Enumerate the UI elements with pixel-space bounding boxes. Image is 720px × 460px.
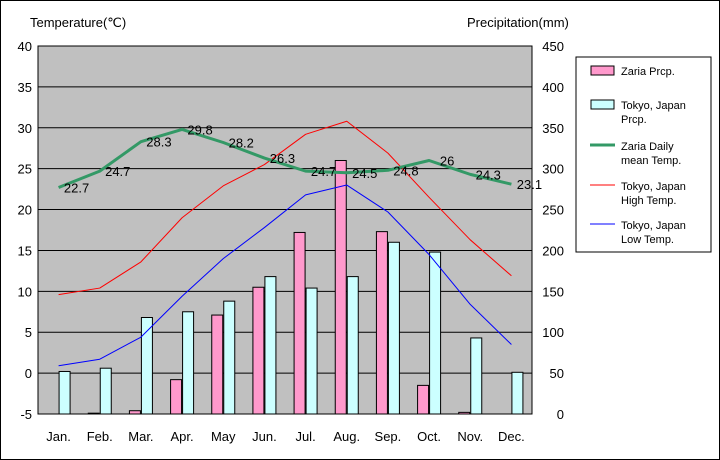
bar-tokyo-prcp (99, 367, 112, 415)
legend-label: Tokyo, Japan (621, 100, 686, 112)
legend: Zaria Prcp. Tokyo, Japan Prcp. Zaria Daily m… (575, 56, 712, 253)
plot-area (37, 45, 533, 415)
bar-zaria-prcp (252, 286, 265, 415)
data-labels-group: 22.7 24.7 28.3 29.8 28.2 26.3 24.7 24.5 24.8 26 24… (64, 122, 542, 195)
bar-tokyo-prcp (346, 276, 359, 415)
legend-label: High Temp. (621, 195, 676, 207)
x-category-label: Jul. (295, 429, 315, 444)
left-tick-label: 25 (18, 162, 32, 177)
legend-label: Tokyo, Japan (621, 181, 686, 193)
legend-label: Tokyo, Japan (621, 220, 686, 232)
left-tick-label: 0 (25, 366, 32, 381)
mean-temp-data-label: 24.7 (105, 164, 130, 179)
bar-tokyo-prcp (429, 251, 442, 415)
bar-tokyo-prcp (140, 317, 153, 415)
legend-swatch-bar (590, 99, 615, 110)
right-tick-label: 0 (557, 407, 564, 422)
right-tick-label: 350 (542, 121, 564, 136)
bar-tokyo-prcp (58, 370, 71, 415)
mean-temp-data-label: 29.8 (187, 122, 212, 137)
legend-label: Zaria Prcp. (621, 66, 675, 78)
gridlines (38, 86, 532, 374)
x-category-label: Apr. (171, 429, 194, 444)
left-tick-label: 20 (18, 203, 32, 218)
x-category-label: Jan. (46, 429, 71, 444)
legend-label: Low Temp. (621, 234, 674, 246)
bar-tokyo-prcp (223, 300, 236, 415)
bar-zaria-prcp (128, 410, 141, 415)
x-category-label: Mar. (128, 429, 153, 444)
left-tick-label: -5 (20, 407, 32, 422)
x-category-label: Oct. (417, 429, 441, 444)
legend-label: mean Temp. (621, 155, 681, 167)
left-axis-ticks: 40 35 30 25 20 15 10 5 0 -5 (18, 39, 32, 422)
x-category-label: Jun. (252, 429, 277, 444)
legend-label: Zaria Daily (621, 141, 674, 153)
mean-temp-data-label: 24.7 (311, 164, 336, 179)
zaria-mean-temp-line (58, 127, 512, 189)
bar-zaria-prcp (170, 379, 183, 415)
mean-temp-data-label: 23.1 (517, 177, 542, 192)
tokyo-high-temp-line (58, 120, 512, 296)
bar-zaria-prcp (458, 411, 471, 415)
bar-zaria-prcp (211, 314, 224, 415)
bars-group (58, 159, 524, 415)
x-category-label: Aug. (333, 429, 360, 444)
x-category-label: Dec. (498, 429, 525, 444)
mean-temp-data-label: 26.3 (270, 151, 295, 166)
left-tick-label: 40 (18, 39, 32, 54)
bar-zaria-prcp (87, 412, 100, 415)
legend-swatch-bar (590, 65, 615, 76)
left-tick-label: 35 (18, 80, 32, 95)
mean-temp-data-label: 24.3 (476, 167, 501, 182)
legend-label: Prcp. (621, 114, 647, 126)
left-tick-label: 15 (18, 243, 32, 258)
x-axis-categories: Jan. Feb. Mar. Apr. May Jun. Jul. Aug. Sep. Oct. N… (46, 429, 524, 444)
right-tick-label: 100 (542, 325, 564, 340)
bar-tokyo-prcp (387, 241, 400, 415)
right-tick-label: 250 (542, 203, 564, 218)
mean-temp-data-label: 24.8 (393, 163, 418, 178)
mean-temp-data-label: 26 (440, 153, 454, 168)
right-tick-label: 300 (542, 162, 564, 177)
mean-temp-data-label: 22.7 (64, 180, 89, 195)
bar-tokyo-prcp (182, 311, 195, 415)
mean-temp-data-label: 24.5 (352, 166, 377, 181)
mean-temp-data-label: 28.2 (229, 135, 254, 150)
legend-box (575, 56, 712, 253)
bar-zaria-prcp (375, 231, 388, 415)
left-tick-label: 30 (18, 121, 32, 136)
right-tick-label: 150 (542, 284, 564, 299)
right-tick-label: 50 (550, 366, 564, 381)
x-category-label: Nov. (457, 429, 483, 444)
right-axis-ticks: 450 400 350 300 250 200 150 100 50 0 (542, 39, 564, 422)
x-category-label: May (211, 429, 236, 444)
bar-zaria-prcp (293, 231, 306, 415)
mean-temp-data-label: 28.3 (146, 135, 171, 150)
left-tick-label: 10 (18, 284, 32, 299)
x-category-label: Sep. (375, 429, 402, 444)
tokyo-low-temp-line (58, 184, 512, 367)
right-tick-label: 400 (542, 80, 564, 95)
right-tick-label: 200 (542, 243, 564, 258)
bar-tokyo-prcp (470, 337, 483, 415)
x-category-label: Feb. (87, 429, 113, 444)
left-axis-title: Temperature(℃) (30, 15, 126, 30)
bar-tokyo-prcp (264, 276, 277, 415)
right-axis-title: Precipitation(mm) (467, 15, 569, 30)
bar-zaria-prcp (334, 159, 347, 415)
left-tick-label: 5 (25, 325, 32, 340)
bar-tokyo-prcp (511, 371, 524, 415)
right-tick-label: 450 (542, 39, 564, 54)
lines-group (58, 120, 512, 367)
bar-zaria-prcp (417, 384, 430, 415)
bar-tokyo-prcp (305, 287, 318, 415)
